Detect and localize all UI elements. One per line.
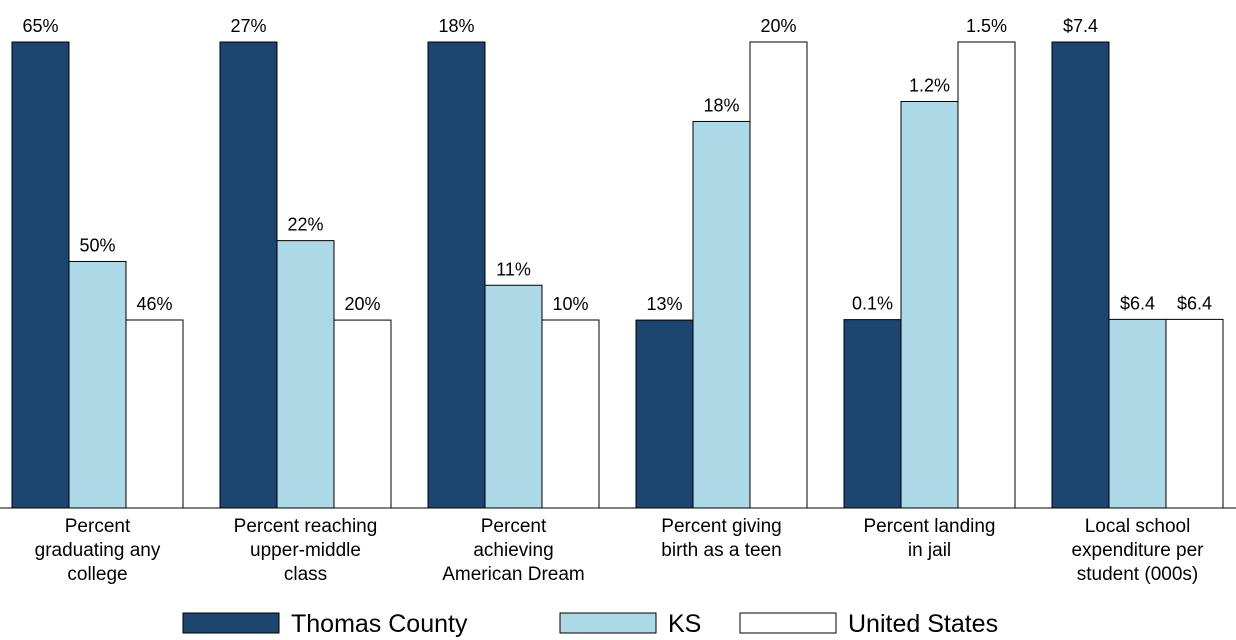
category-label: class: [284, 564, 327, 585]
data-label: 65%: [22, 16, 58, 36]
category-label: Percent: [481, 516, 547, 537]
category-label: Percent reaching: [234, 516, 378, 537]
data-label: $6.4: [1120, 293, 1155, 313]
bar: [1051, 41, 1110, 509]
data-label: 13%: [646, 294, 682, 314]
data-label: 11%: [496, 259, 531, 279]
data-label: 20%: [344, 294, 380, 314]
bar: [125, 319, 184, 509]
category-label: Percent: [65, 516, 131, 537]
category-label: American Dream: [442, 564, 585, 585]
data-label: 18%: [438, 16, 474, 36]
bar: [219, 41, 278, 509]
category-label: expenditure per: [1071, 540, 1204, 561]
bar: [68, 260, 127, 509]
category-label: achieving: [473, 540, 553, 561]
category-label: Percent giving: [661, 516, 781, 537]
data-label: $6.4: [1177, 293, 1212, 313]
bar: [1165, 318, 1224, 509]
data-label: 18%: [703, 95, 739, 115]
data-label: 10%: [552, 294, 588, 314]
legend-label: United States: [848, 610, 998, 638]
category-label: Local school: [1085, 516, 1191, 537]
data-label: 1.5%: [966, 16, 1007, 36]
category-label: in jail: [908, 540, 951, 561]
data-label: 46%: [136, 294, 172, 314]
bar: [635, 319, 694, 509]
data-label: 22%: [287, 215, 323, 235]
bar: [900, 100, 959, 509]
bar: [11, 41, 70, 509]
bar: [692, 120, 751, 509]
data-label: $7.4: [1063, 16, 1098, 36]
legend-swatch: [559, 612, 657, 634]
bar: [427, 41, 486, 509]
category-label: student (000s): [1077, 564, 1198, 585]
bar: [484, 284, 543, 509]
bar: [276, 240, 335, 509]
category-label: Percent landing: [863, 516, 995, 537]
data-label: 27%: [230, 16, 266, 36]
legend-swatch: [739, 612, 837, 634]
bar: [957, 41, 1016, 509]
category-label: college: [67, 564, 127, 585]
legend-label: KS: [668, 610, 701, 638]
bar: [749, 41, 808, 509]
category-label: upper-middle: [250, 540, 361, 561]
bar: [1108, 318, 1167, 509]
legend-swatch: [182, 612, 280, 634]
bar: [333, 319, 392, 509]
data-label: 20%: [760, 16, 796, 36]
legend-label: Thomas County: [291, 610, 468, 638]
category-label: birth as a teen: [661, 540, 781, 561]
data-label: 50%: [79, 235, 115, 255]
bar: [843, 319, 902, 509]
bar: [541, 319, 600, 509]
data-label: 0.1%: [852, 294, 893, 314]
category-label: graduating any: [35, 540, 161, 561]
data-label: 1.2%: [909, 75, 950, 95]
